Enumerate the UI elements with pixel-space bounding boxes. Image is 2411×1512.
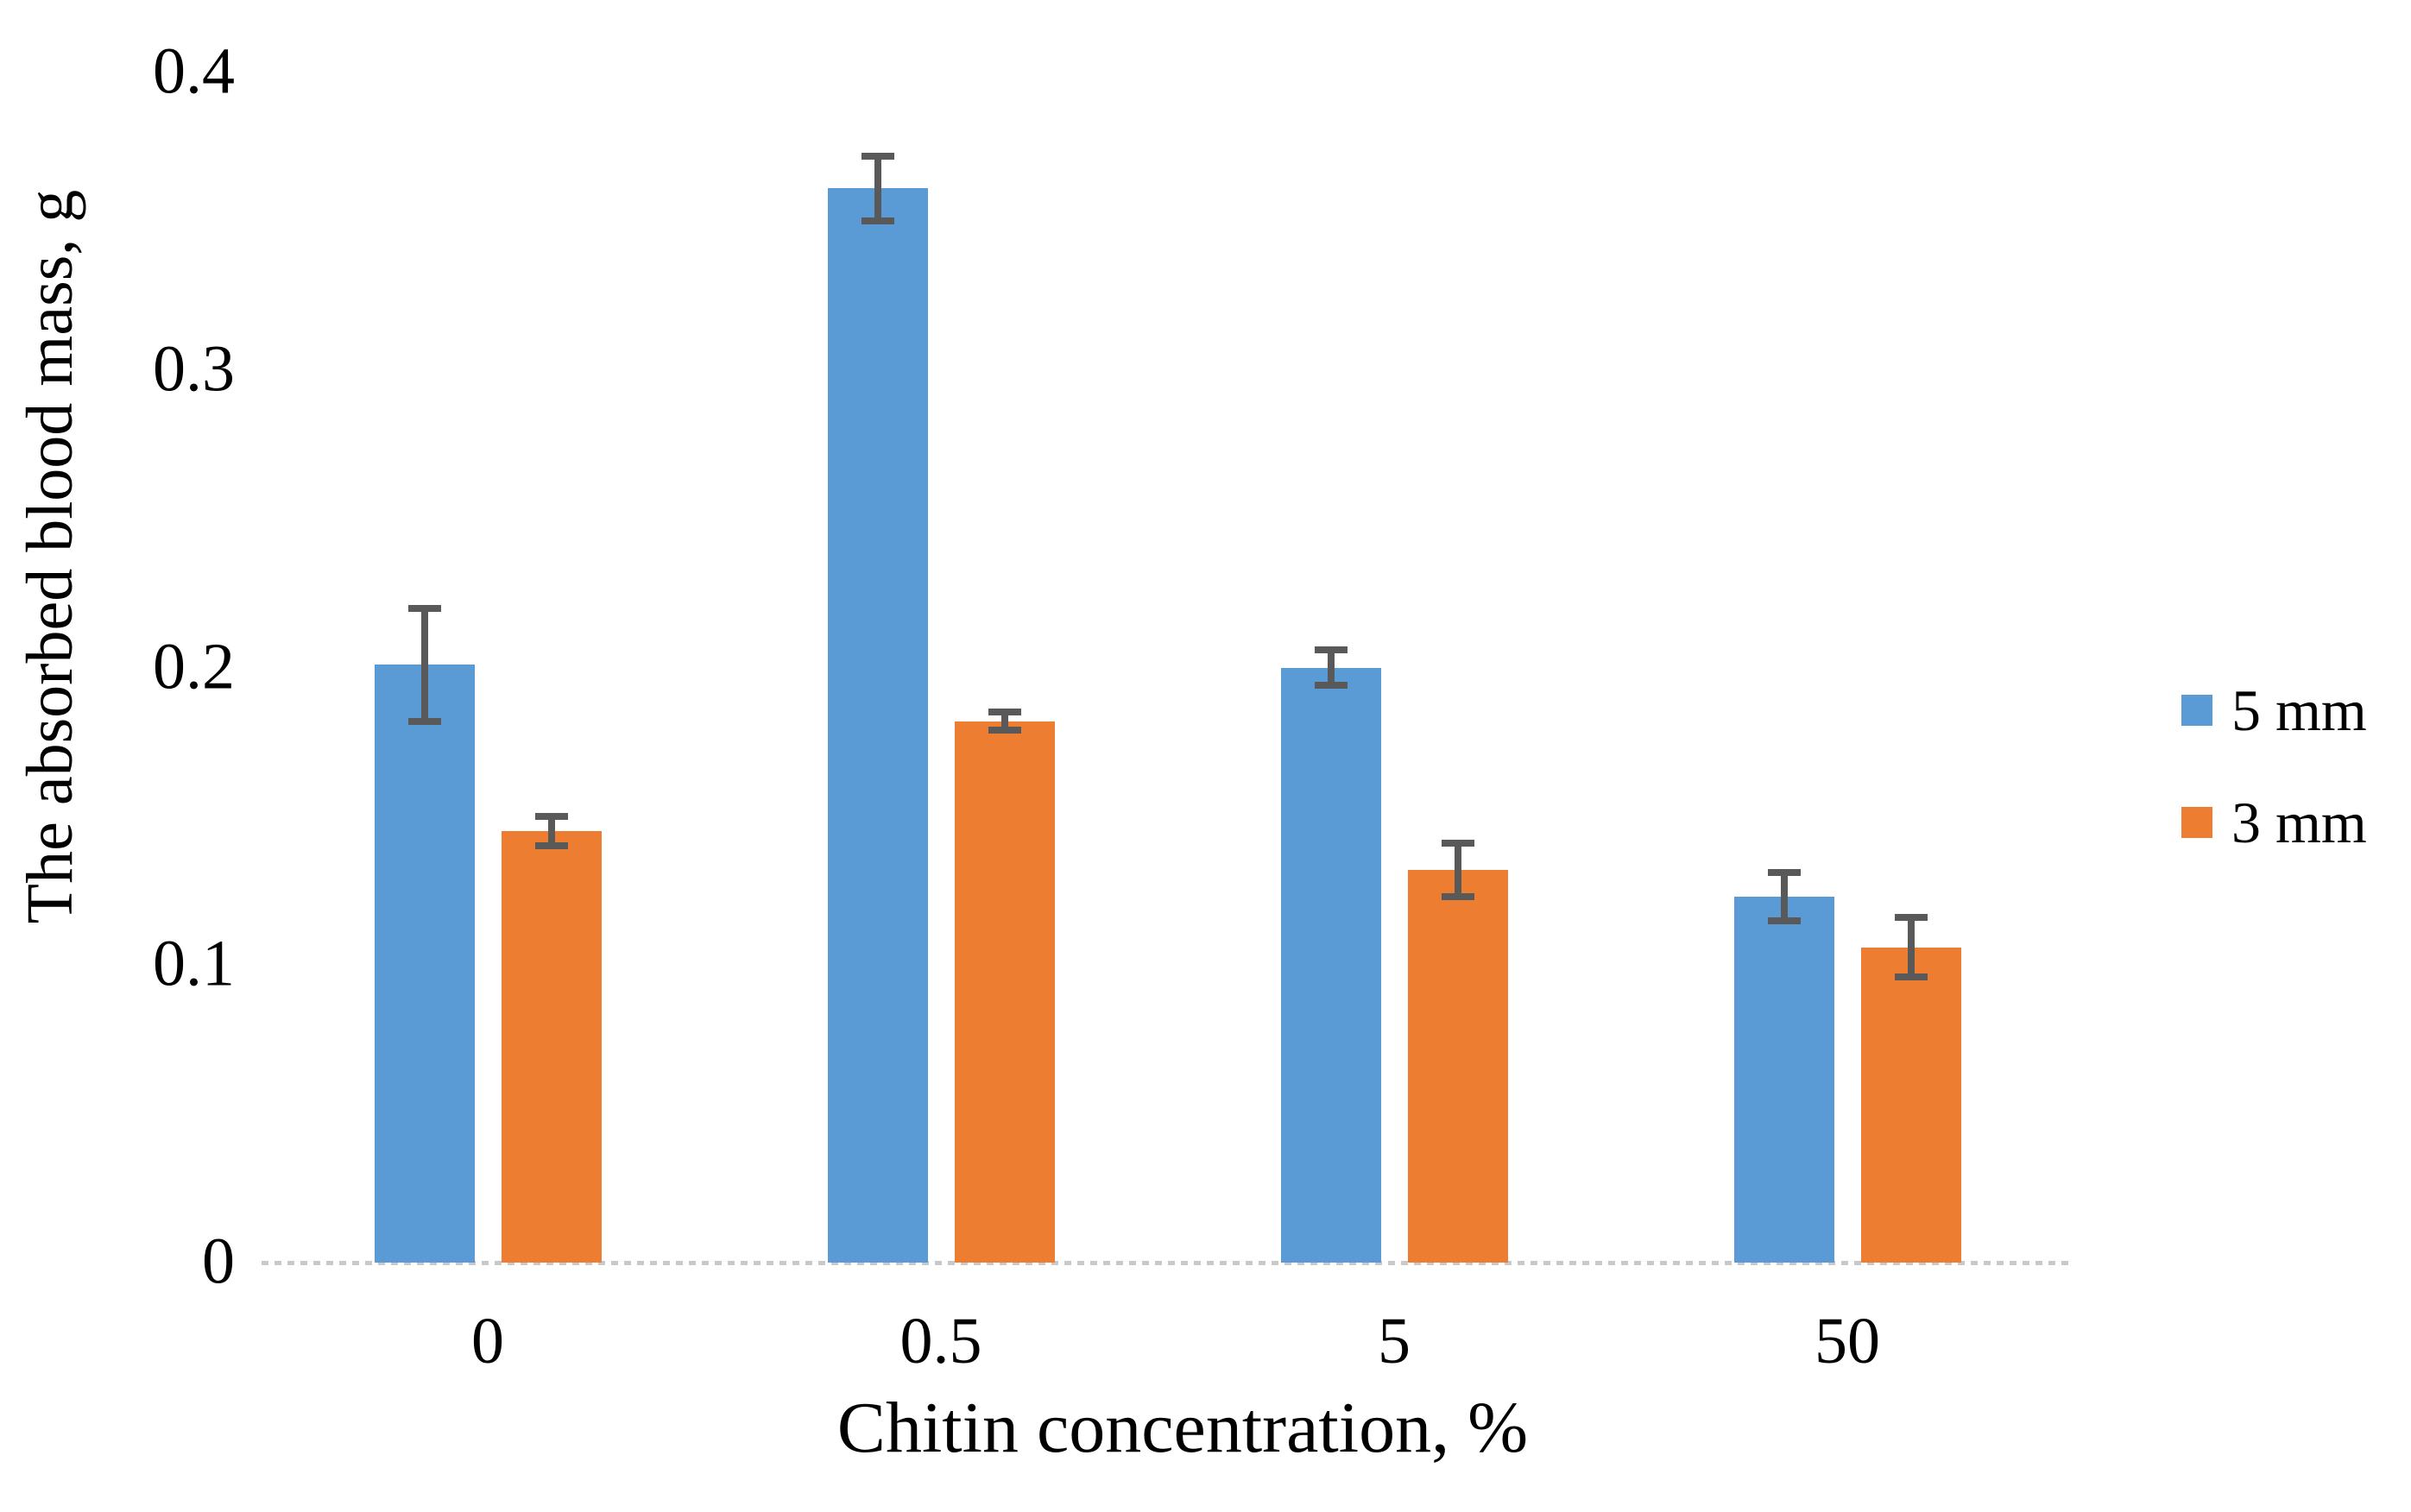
legend-entry-3mm: 3 mm xyxy=(2158,792,2367,853)
legend-swatch-3mm xyxy=(2181,807,2212,838)
legend-swatch-5mm xyxy=(2181,695,2212,726)
bar-5mm-0 xyxy=(374,665,475,1263)
bar-5mm-50 xyxy=(1733,896,1834,1263)
bar-5mm-0.5 xyxy=(827,188,928,1263)
error-bar-cap xyxy=(1441,892,1474,900)
error-bar-cap xyxy=(407,604,441,612)
y-tick-label: 0.3 xyxy=(153,332,235,406)
x-axis-line xyxy=(262,1261,2072,1265)
y-tick-label: 0 xyxy=(202,1225,235,1298)
legend-label-3mm: 3 mm xyxy=(2231,790,2367,855)
error-bar-cap xyxy=(861,217,894,225)
error-bar-cap xyxy=(534,842,568,850)
error-bar-line xyxy=(1000,712,1008,730)
bar-3mm-50 xyxy=(1860,947,1961,1263)
error-bar-line xyxy=(1327,649,1335,686)
error-bar-line xyxy=(1454,842,1461,897)
error-bar-cap xyxy=(988,726,1021,734)
x-category-label: 5 xyxy=(1378,1305,1411,1377)
y-tick-label: 0.4 xyxy=(153,35,235,108)
error-bar-cap xyxy=(407,717,441,725)
error-bar-cap xyxy=(1894,973,1928,981)
error-bar-line xyxy=(874,155,881,222)
error-bar-cap xyxy=(861,152,894,160)
x-category-label: 0 xyxy=(471,1305,504,1377)
bar-5mm-5 xyxy=(1280,667,1381,1263)
y-tick-label: 0.2 xyxy=(153,629,235,702)
legend-label-5mm: 5 mm xyxy=(2231,677,2367,743)
x-category-label: 50 xyxy=(1815,1305,1880,1377)
error-bar-cap xyxy=(988,709,1021,716)
bar-3mm-0.5 xyxy=(954,721,1055,1263)
error-bar-line xyxy=(1907,917,1915,978)
error-bar-line xyxy=(420,608,428,721)
bar-3mm-5 xyxy=(1407,869,1508,1263)
error-bar-cap xyxy=(1767,869,1801,877)
bar-3mm-0 xyxy=(501,831,602,1263)
error-bar-cap xyxy=(1441,839,1474,847)
legend: 5 mm 3 mm xyxy=(2158,680,2367,904)
error-bar-cap xyxy=(1314,646,1348,653)
error-bar-cap xyxy=(1894,914,1928,922)
y-tick-label: 0.1 xyxy=(153,927,235,1000)
error-bar-cap xyxy=(534,812,568,820)
x-axis-title: Chitin concentration, % xyxy=(836,1388,1529,1468)
legend-entry-5mm: 5 mm xyxy=(2158,680,2367,740)
error-bar-line xyxy=(1780,873,1788,921)
error-bar-cap xyxy=(1767,917,1801,924)
error-bar-line xyxy=(547,816,555,847)
error-bar-cap xyxy=(1314,682,1348,690)
x-category-label: 0.5 xyxy=(899,1305,982,1377)
